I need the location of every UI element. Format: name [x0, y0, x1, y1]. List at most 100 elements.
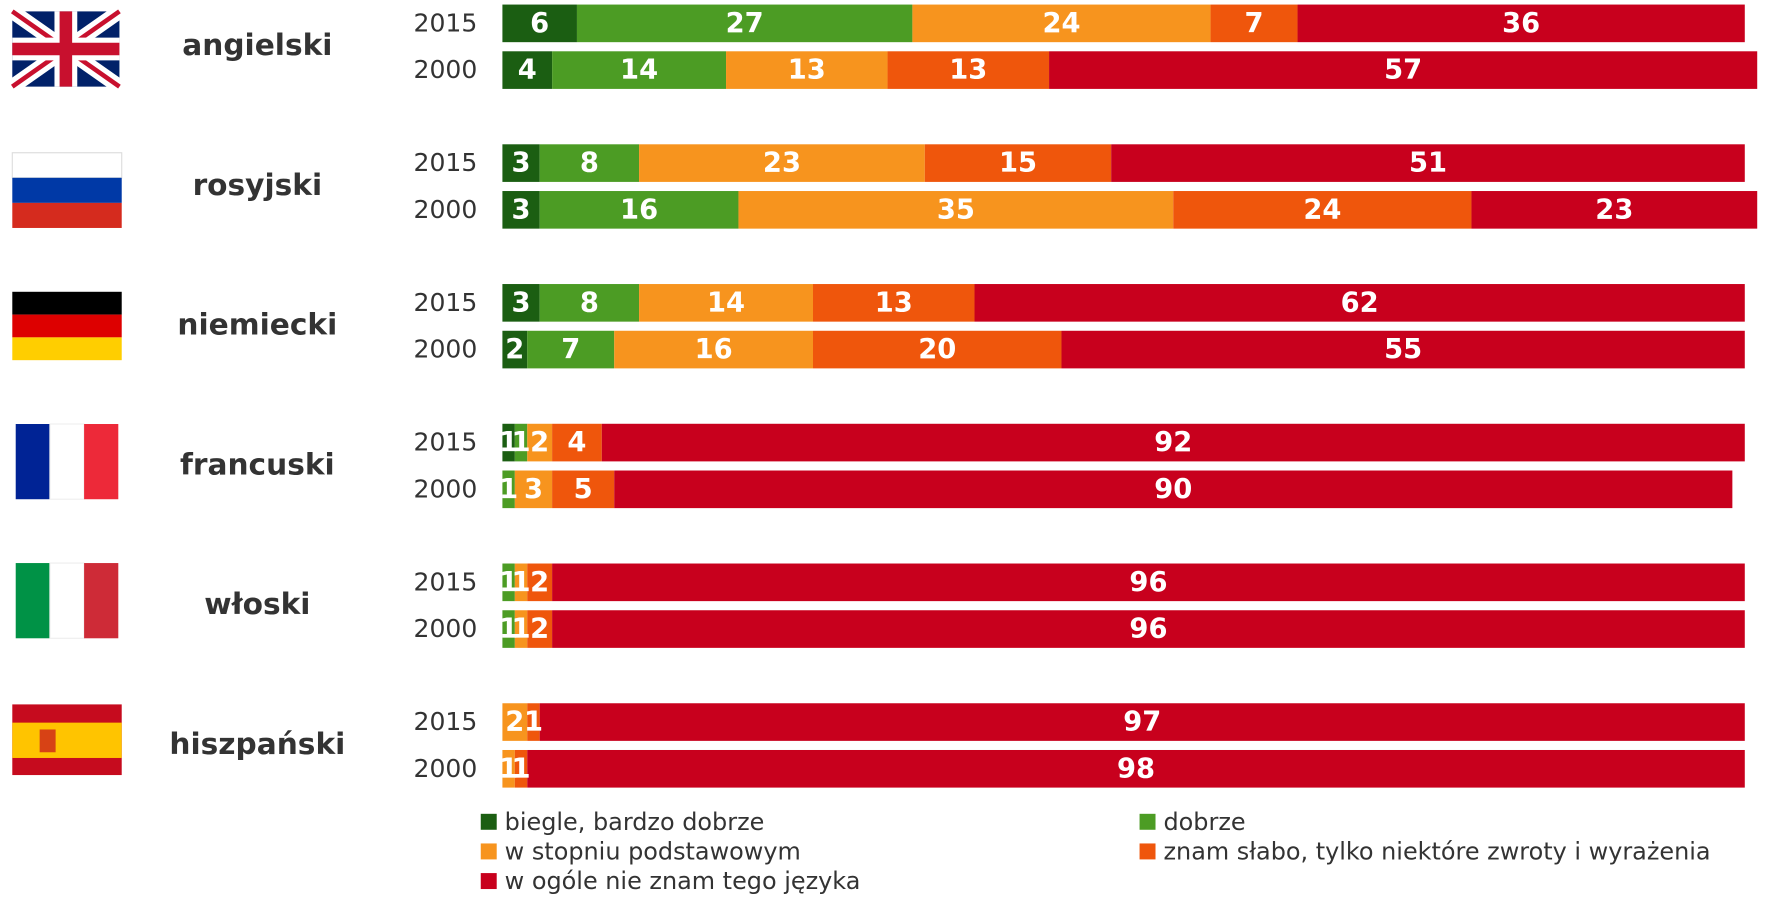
value-label: 1 [512, 753, 531, 784]
value-label: 16 [695, 334, 733, 365]
value-label: 4 [567, 427, 586, 458]
bar-segment [726, 51, 888, 89]
value-label: 62 [1341, 287, 1379, 318]
legend-label: dobrze [1163, 808, 1245, 836]
bar-segment [514, 423, 528, 462]
bar-segment [502, 4, 577, 43]
bar-segment [552, 51, 727, 89]
value-label: 15 [999, 148, 1037, 179]
bar-segment [912, 4, 1211, 43]
bar-segment [1210, 4, 1298, 43]
value-label: 27 [726, 8, 764, 39]
legend-swatch [480, 813, 497, 830]
value-label: 14 [707, 287, 745, 318]
value-label: 20 [918, 334, 956, 365]
value-label: 8 [580, 148, 599, 179]
language-label: francuski [180, 446, 335, 481]
value-label: 23 [763, 148, 801, 179]
bar-segment [502, 610, 515, 648]
bar-segment [552, 610, 1745, 648]
value-label: 1 [499, 427, 518, 458]
bar-segment [1049, 51, 1758, 89]
bar-segment [1173, 191, 1472, 229]
bar-segment [527, 703, 540, 741]
legend-label: w ogóle nie znam tego języka [505, 867, 861, 895]
value-label: 1 [499, 567, 518, 598]
bar-segment [813, 284, 975, 322]
bar-segment [514, 749, 528, 788]
legend-label: biegle, bardzo dobrze [505, 808, 765, 836]
year-label: 2015 [414, 428, 478, 457]
value-label: 6 [530, 8, 549, 39]
bar-segment [527, 563, 553, 602]
value-label: 13 [949, 55, 987, 86]
value-label: 23 [1595, 194, 1633, 225]
year-label: 2000 [414, 614, 478, 643]
bar-segment [514, 610, 528, 648]
flag-russia [11, 152, 123, 228]
value-label: 1 [512, 427, 531, 458]
bar-segment [552, 563, 1745, 602]
value-label: 1 [512, 567, 531, 598]
value-label: 51 [1409, 148, 1447, 179]
value-label: 98 [1117, 753, 1155, 784]
bar-segment [502, 330, 528, 369]
value-label: 1 [499, 474, 518, 505]
value-label: 3 [512, 287, 531, 318]
bar-segment [539, 703, 1745, 741]
bar-segment [539, 144, 640, 182]
bar-segment [639, 144, 925, 182]
bar-segment [502, 144, 540, 182]
bar-segment [601, 423, 1745, 462]
value-label: 55 [1384, 334, 1422, 365]
bar-segment [552, 470, 615, 509]
bar-segment [527, 330, 615, 369]
bar-segment [502, 703, 528, 741]
value-label: 57 [1384, 55, 1422, 86]
value-label: 24 [1303, 194, 1341, 225]
bar-segment [1471, 191, 1758, 229]
bar-segment [614, 470, 1733, 509]
language-label: angielski [182, 27, 332, 62]
bar-segment [527, 610, 553, 648]
year-label: 2015 [414, 9, 478, 38]
bar-segment [1061, 330, 1745, 369]
year-label: 2015 [414, 707, 478, 736]
bar-segment [614, 330, 814, 369]
legend-label: w stopniu podstawowym [505, 838, 801, 866]
bar-segment [738, 191, 1174, 229]
bar-segment [539, 191, 739, 229]
value-label: 8 [580, 287, 599, 318]
year-label: 2000 [414, 55, 478, 84]
value-label: 2 [505, 707, 524, 738]
bar-segment [502, 470, 515, 509]
bar-segment [924, 144, 1112, 182]
value-label: 4 [518, 55, 537, 86]
value-label: 1 [499, 753, 518, 784]
year-label: 2000 [414, 754, 478, 783]
value-label: 24 [1042, 8, 1080, 39]
year-label: 2000 [414, 335, 478, 364]
value-label: 36 [1502, 8, 1540, 39]
value-label: 14 [620, 55, 658, 86]
value-label: 7 [1245, 8, 1264, 39]
bar-segment [887, 51, 1050, 89]
legend-swatch [480, 873, 497, 890]
bar-segment [813, 330, 1062, 369]
value-label: 97 [1123, 707, 1161, 738]
year-label: 2015 [414, 567, 478, 596]
value-label: 96 [1129, 614, 1167, 645]
value-label: 2 [530, 427, 549, 458]
value-label: 3 [524, 474, 543, 505]
language-label: rosyjski [193, 167, 323, 202]
language-label: hiszpański [169, 726, 345, 761]
bar-segment [552, 423, 602, 462]
bar-segment [502, 191, 540, 229]
value-label: 1 [524, 707, 543, 738]
bar-segment [502, 563, 515, 602]
value-label: 92 [1154, 427, 1192, 458]
value-label: 96 [1129, 567, 1167, 598]
value-label: 2 [530, 567, 549, 598]
value-label: 13 [788, 55, 826, 86]
